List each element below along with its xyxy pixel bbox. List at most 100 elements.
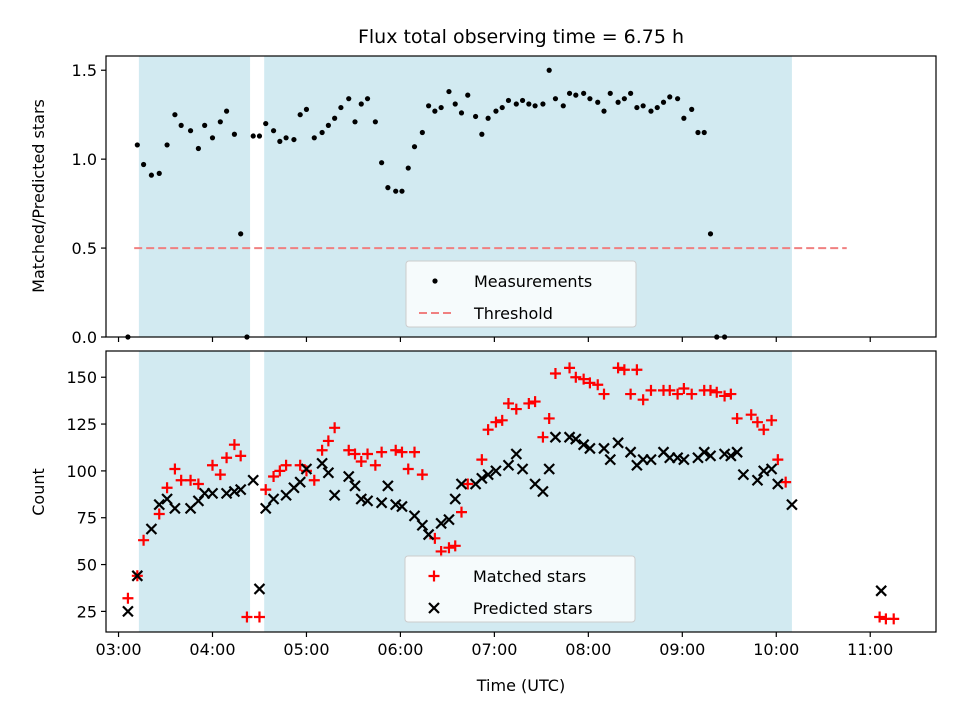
data-point — [405, 165, 411, 171]
data-point — [587, 96, 593, 102]
data-point — [675, 96, 681, 102]
data-point — [874, 611, 886, 623]
data-point — [645, 453, 657, 466]
data-point — [223, 108, 230, 114]
data-point — [455, 506, 467, 518]
data-point — [396, 500, 408, 513]
data-point — [462, 478, 474, 490]
data-point — [206, 487, 219, 500]
data-point — [122, 592, 134, 604]
data-point — [169, 502, 181, 515]
data-point — [294, 476, 306, 488]
data-point — [138, 534, 150, 546]
data-point — [631, 364, 643, 376]
data-point — [526, 101, 532, 107]
data-point — [385, 185, 391, 191]
data-point — [612, 362, 624, 374]
legend-box — [405, 260, 637, 328]
data-point — [449, 493, 462, 505]
data-point — [369, 459, 381, 471]
data-point — [362, 448, 374, 460]
data-point — [458, 110, 465, 116]
data-point — [338, 104, 344, 111]
data-point — [283, 135, 289, 141]
data-point — [598, 388, 610, 400]
data-point — [660, 99, 667, 105]
data-point — [428, 570, 440, 582]
data-point — [443, 542, 455, 554]
data-point — [390, 444, 402, 456]
data-point — [560, 103, 566, 109]
data-point — [689, 106, 695, 112]
data-point — [725, 388, 737, 400]
data-point — [432, 108, 438, 114]
data-point — [322, 466, 335, 479]
data-point — [259, 502, 272, 515]
data-point — [664, 384, 676, 396]
data-point — [438, 104, 444, 111]
data-point — [332, 115, 338, 121]
data-point — [472, 113, 479, 120]
data-point — [419, 129, 425, 136]
data-point — [267, 493, 280, 505]
data-point — [426, 103, 432, 109]
data-point — [228, 439, 240, 451]
data-point — [751, 474, 764, 487]
data-point — [214, 469, 226, 481]
data-point — [496, 414, 508, 426]
data-point — [300, 465, 312, 477]
data-point — [751, 416, 763, 428]
data-point — [570, 371, 582, 383]
data-point — [766, 414, 778, 426]
data-point — [382, 480, 394, 492]
data-point — [513, 101, 519, 107]
data-point — [238, 231, 244, 237]
data-point — [231, 131, 238, 137]
data-point — [328, 489, 341, 502]
x-tick-label: 11:00 — [847, 640, 893, 659]
data-point — [202, 122, 208, 128]
data-point — [432, 278, 438, 284]
data-point — [543, 412, 555, 424]
data-point — [342, 470, 355, 483]
data-point — [375, 496, 388, 509]
data-point — [465, 92, 471, 98]
data-point — [645, 384, 657, 396]
data-point — [634, 104, 640, 111]
data-point — [482, 424, 494, 436]
data-point — [319, 129, 325, 136]
data-point — [618, 364, 630, 376]
data-point — [428, 602, 440, 614]
y-axis-label: Count — [29, 468, 48, 516]
data-point — [615, 99, 621, 105]
data-point — [681, 115, 687, 121]
data-point — [250, 133, 256, 139]
data-point — [169, 463, 181, 475]
data-point — [523, 397, 535, 409]
data-point — [493, 108, 499, 114]
data-point — [234, 483, 247, 496]
data-point — [399, 188, 405, 194]
data-point — [875, 585, 887, 597]
x-tick-label: 04:00 — [189, 640, 235, 659]
data-point — [510, 448, 523, 460]
data-point — [482, 468, 494, 481]
y-tick-label: 25 — [77, 602, 97, 621]
data-point — [667, 94, 673, 100]
data-point — [349, 448, 361, 460]
data-point — [325, 122, 331, 128]
data-point — [241, 611, 253, 623]
data-point — [719, 390, 731, 402]
data-point — [601, 108, 607, 114]
data-point — [564, 362, 576, 374]
data-point — [175, 474, 187, 486]
data-point — [499, 104, 505, 111]
data-point — [711, 386, 723, 398]
data-point — [270, 128, 277, 134]
data-point — [148, 172, 155, 178]
data-point — [235, 450, 247, 462]
data-point — [624, 446, 637, 458]
y-tick-label: 1.5 — [72, 61, 97, 80]
data-point — [221, 452, 233, 464]
